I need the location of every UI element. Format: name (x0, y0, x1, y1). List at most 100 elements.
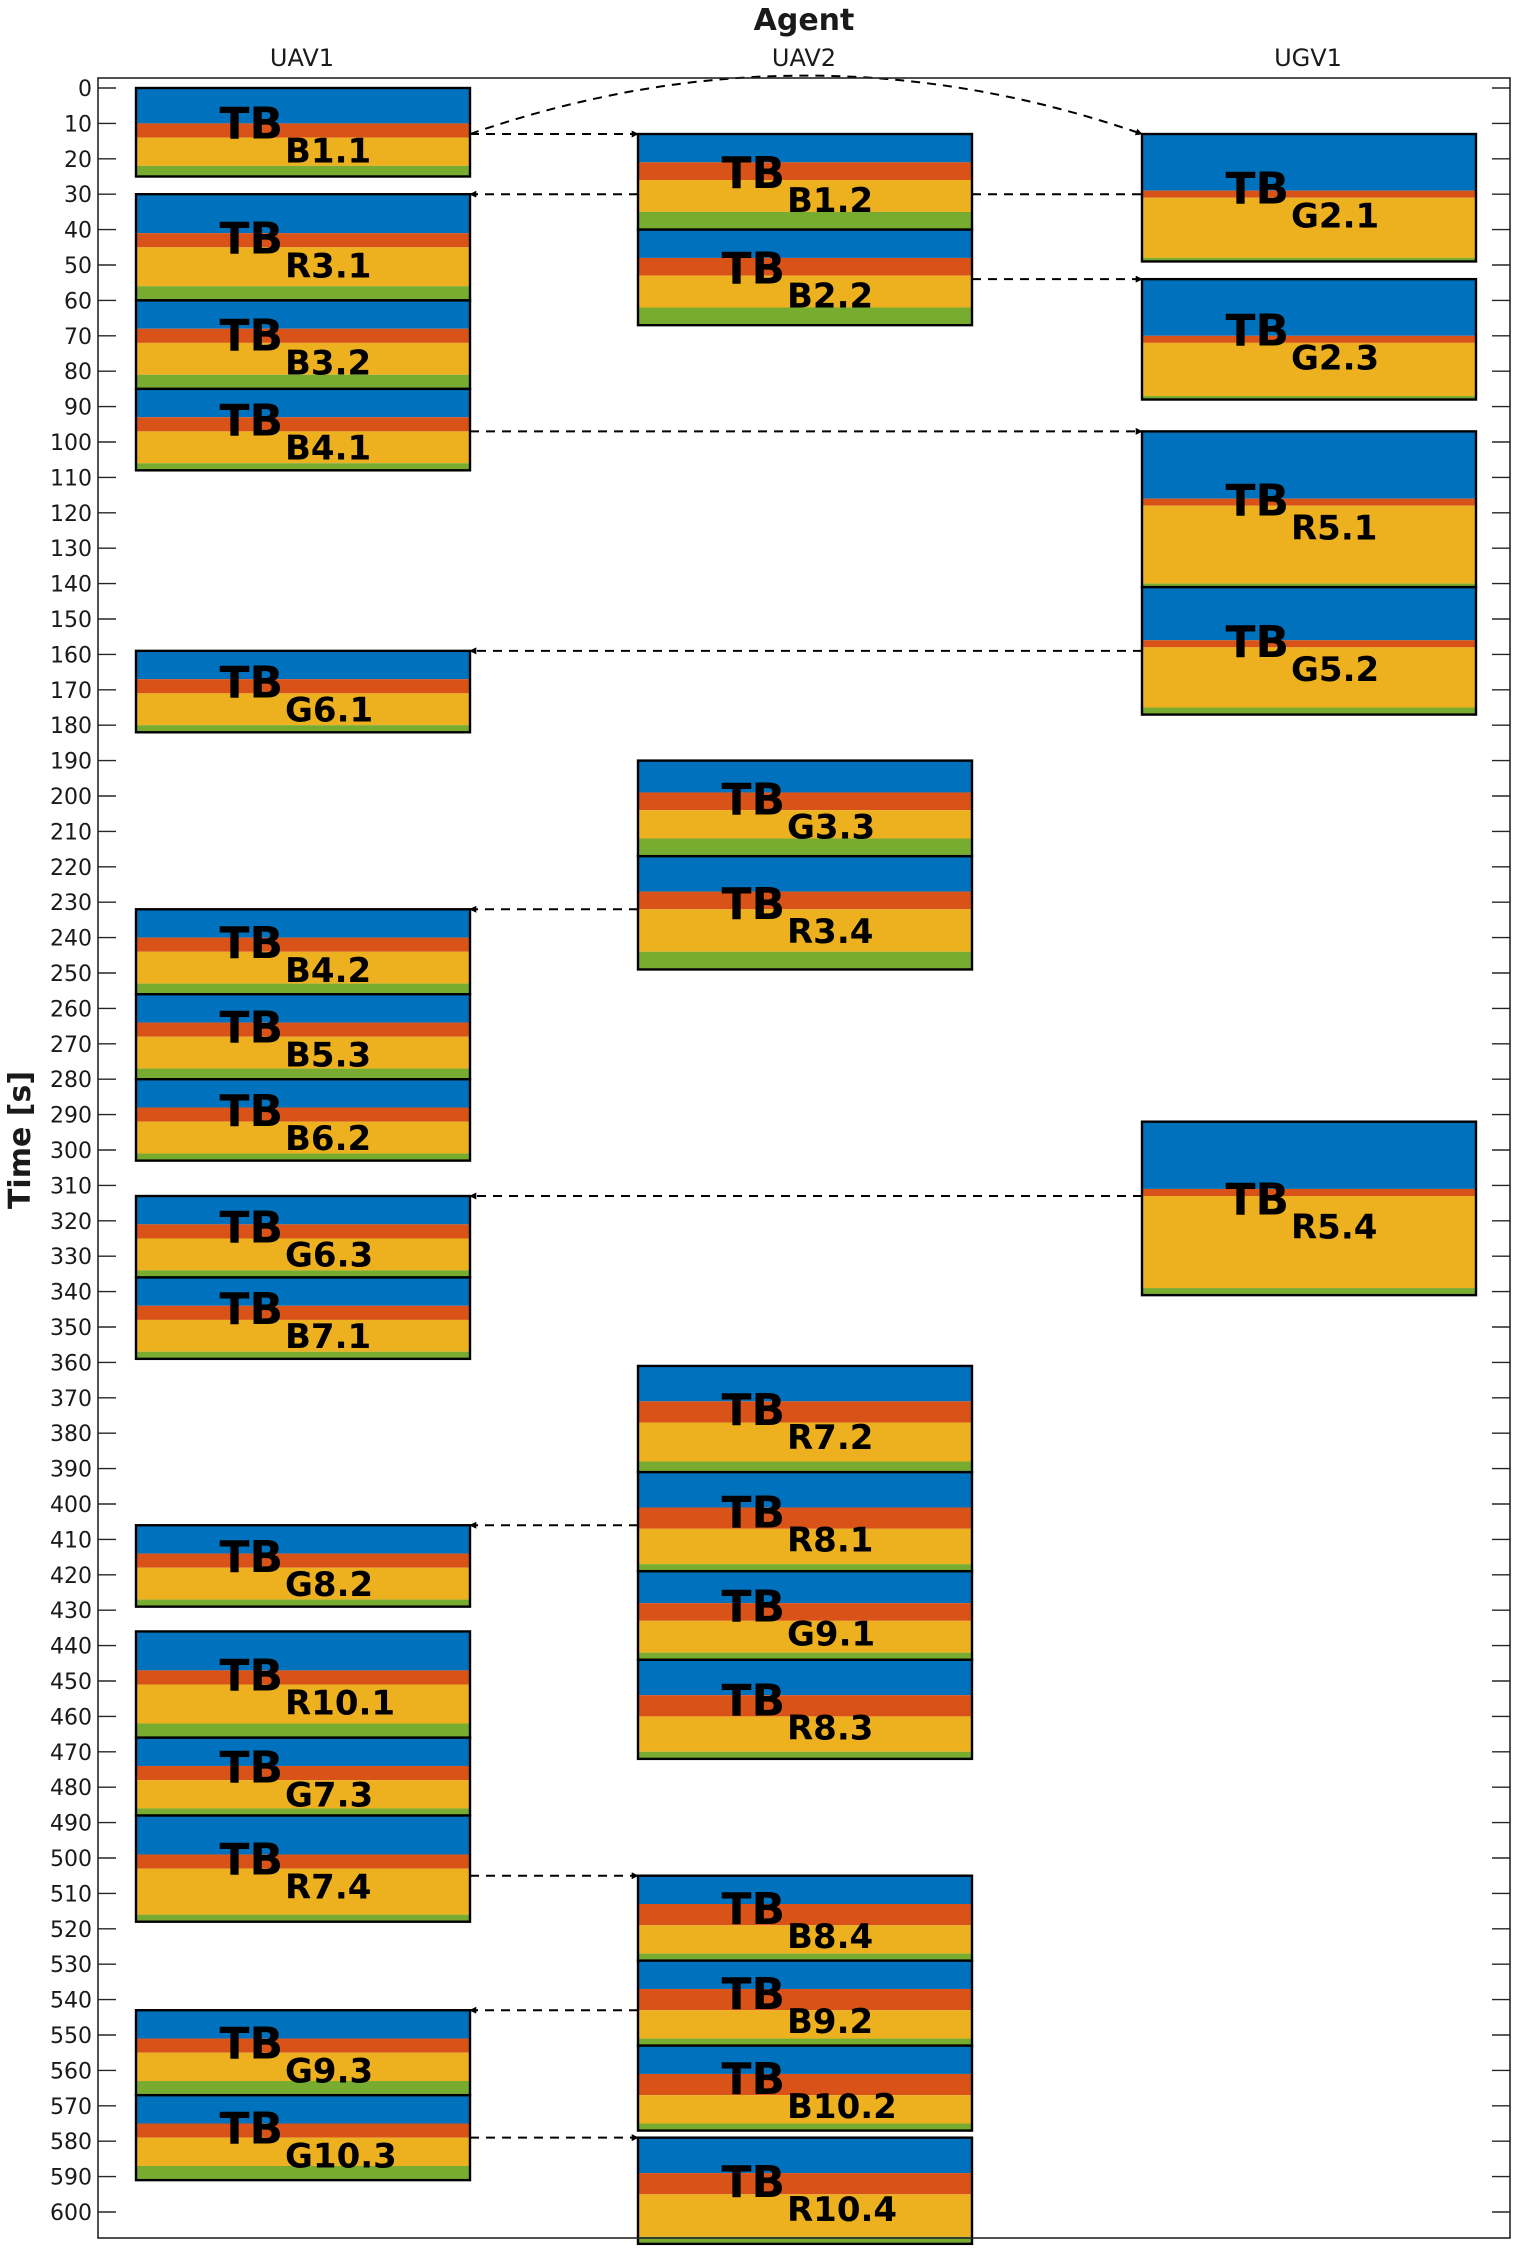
segment-green (638, 951, 972, 970)
segment-red (136, 1305, 470, 1320)
block-border (134, 1524, 472, 1608)
y-tick-label: 550 (50, 2024, 92, 2049)
segment-red (136, 123, 470, 138)
block-label-sub: R3.1 (285, 246, 371, 286)
segment-red (136, 1670, 470, 1685)
segment-green (136, 1270, 470, 1278)
block-label-sub: R8.1 (787, 1521, 873, 1561)
block-label-sub: B1.2 (787, 181, 873, 221)
y-tick-label: 510 (50, 1882, 92, 1907)
block-label-sub: G2.3 (1291, 338, 1379, 378)
y-tick-label: 470 (50, 1741, 92, 1766)
y-tick-label: 560 (50, 2059, 92, 2084)
block-border (134, 1077, 472, 1162)
segment-red (1142, 640, 1476, 648)
y-tick-label: 430 (50, 1599, 92, 1624)
y-tick-label: 400 (50, 1493, 92, 1518)
segment-blue (136, 1631, 470, 1671)
y-tick-label: 270 (50, 1033, 92, 1058)
segment-red (1142, 190, 1476, 198)
segment-green (638, 838, 972, 857)
segment-green (136, 2081, 470, 2096)
segment-yellow (136, 247, 470, 287)
block-label-main: TB (219, 1835, 283, 1886)
segment-red (136, 2038, 470, 2053)
block-label-sub: B4.1 (285, 429, 371, 469)
segment-red (638, 1988, 972, 2011)
segment-green (638, 307, 972, 326)
agent-label-uav2: UAV2 (772, 44, 836, 72)
segment-red (638, 1401, 972, 1423)
segment-green (136, 463, 470, 471)
segment-blue (136, 2095, 470, 2124)
segment-yellow (638, 180, 972, 212)
block-label-main: TB (721, 879, 785, 930)
block-label-main: TB (721, 1488, 785, 1539)
segment-yellow (136, 951, 470, 984)
block-label-sub: G3.3 (787, 807, 875, 847)
segment-yellow (136, 2052, 470, 2082)
y-tick-label: 90 (64, 396, 92, 421)
y-tick-label: 540 (50, 1989, 92, 2014)
y-tick-label: 180 (50, 714, 92, 739)
y-tick-label: 330 (50, 1245, 92, 1270)
y-tick-label: 370 (50, 1387, 92, 1412)
segment-yellow (638, 1422, 972, 1462)
block-label-sub: B10.2 (787, 2087, 897, 2127)
y-tick-label: 170 (50, 679, 92, 704)
segment-green (638, 2038, 972, 2046)
y-tick-label: 160 (50, 643, 92, 668)
block-label-main: TB (1225, 164, 1289, 215)
segment-red (136, 1765, 470, 1781)
y-tick-label: 420 (50, 1564, 92, 1589)
segment-yellow (638, 2095, 972, 2124)
block-label-sub: R8.3 (787, 1708, 873, 1748)
y-tick-label: 30 (64, 183, 92, 208)
segment-red (638, 1904, 972, 1926)
block-label-main: TB (721, 1675, 785, 1726)
segment-yellow (136, 137, 470, 166)
segment-blue (638, 1365, 972, 1402)
block-label-main: TB (219, 311, 283, 362)
block-label-main: TB (1225, 617, 1289, 668)
block-label-main: TB (219, 1651, 283, 1702)
segment-yellow (136, 2137, 470, 2166)
segment-yellow (136, 1238, 470, 1271)
segment-blue (136, 388, 470, 418)
y-tick-label: 280 (50, 1068, 92, 1093)
segment-green (136, 2165, 470, 2181)
y-tick-label: 60 (64, 289, 92, 314)
segment-red (638, 257, 972, 276)
block-label-main: TB (721, 1385, 785, 1436)
y-tick-label: 390 (50, 1458, 92, 1483)
y-tick-label: 450 (50, 1670, 92, 1695)
y-tick-label: 410 (50, 1528, 92, 1553)
segment-yellow (136, 1036, 470, 1069)
segment-blue (1142, 134, 1476, 191)
y-tick-label: 440 (50, 1635, 92, 1660)
segment-red (136, 1022, 470, 1037)
segment-red (136, 937, 470, 952)
segment-blue (136, 300, 470, 329)
segment-green (638, 211, 972, 230)
block-label-main: TB (1225, 1174, 1289, 1225)
segment-blue (1142, 431, 1476, 499)
segment-blue (136, 194, 470, 234)
chart-title: Agent (754, 3, 855, 38)
segment-green (136, 983, 470, 995)
y-tick-label: 100 (50, 431, 92, 456)
segment-green (1142, 257, 1476, 262)
segment-blue (136, 88, 470, 124)
segment-blue (638, 1875, 972, 1905)
block-label-sub: B6.2 (285, 1119, 371, 1159)
